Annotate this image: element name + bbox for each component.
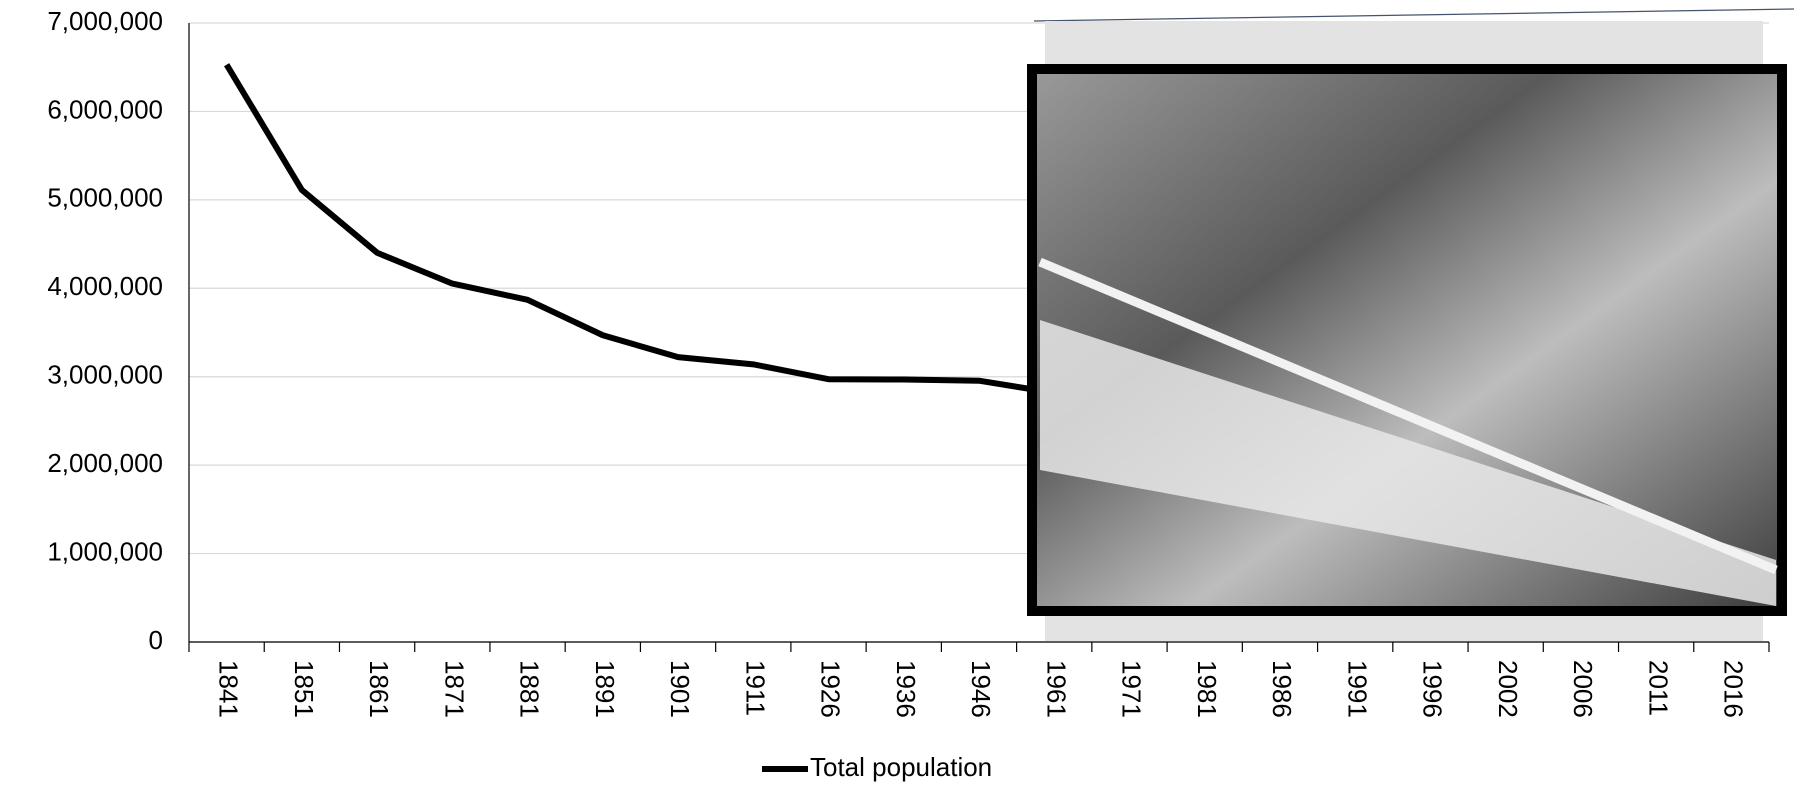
x-tick-label: 1841 (214, 660, 244, 718)
photo-rail (1038, 257, 1778, 575)
x-tick-label: 1946 (966, 660, 996, 718)
x-tick-label: 2002 (1493, 660, 1523, 718)
y-tick-label: 5,000,000 (47, 183, 163, 213)
x-tick-label: 2016 (1719, 660, 1749, 718)
x-tick-label: 1971 (1117, 660, 1147, 718)
x-tick-label: 1996 (1418, 660, 1448, 718)
x-tick-label: 1981 (1192, 660, 1222, 718)
x-tick-label: 1861 (364, 660, 394, 718)
x-tick-label: 1891 (590, 660, 620, 718)
x-tick-label: 1871 (439, 660, 469, 718)
y-tick-label: 7,000,000 (47, 6, 163, 36)
x-tick-label: 1986 (1267, 660, 1297, 718)
x-tick-label: 1936 (891, 660, 921, 718)
legend-label: Total population (810, 752, 992, 782)
y-tick-label: 0 (149, 625, 163, 655)
photo-gangway (1040, 320, 1776, 606)
y-tick-label: 6,000,000 (47, 94, 163, 124)
y-tick-label: 3,000,000 (47, 360, 163, 390)
y-tick-label: 4,000,000 (47, 271, 163, 301)
y-tick-label: 1,000,000 (47, 536, 163, 566)
x-tick-label: 1926 (816, 660, 846, 718)
x-tick-label: 1991 (1342, 660, 1372, 718)
x-tick-label: 1881 (515, 660, 545, 718)
x-tick-label: 2006 (1568, 660, 1598, 718)
x-tick-label: 1911 (740, 660, 770, 716)
x-tick-label: 1961 (1041, 660, 1071, 718)
x-tick-label: 2011 (1643, 660, 1673, 716)
x-tick-label: 1851 (289, 660, 319, 718)
y-tick-label: 2,000,000 (47, 448, 163, 478)
decor-line (1033, 8, 1794, 22)
x-tick-label: 1901 (665, 660, 695, 718)
data-line (224, 63, 1055, 396)
